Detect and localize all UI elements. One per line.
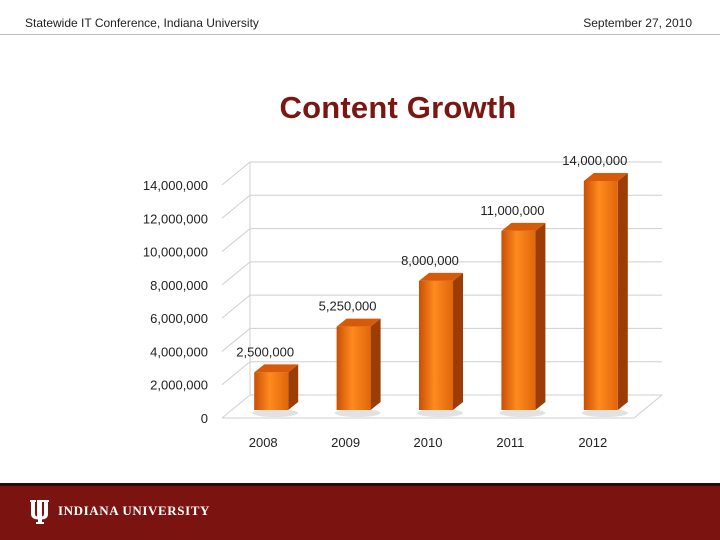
bars — [252, 173, 628, 417]
y-axis-ticks: 0 2,000,000 4,000,000 6,000,000 8,000,000 10,… — [143, 178, 208, 426]
data-label: 14,000,000 — [562, 153, 627, 168]
header-date: September 27, 2010 — [583, 16, 692, 30]
chart-title: Content Growth — [279, 90, 517, 125]
bar-shadow — [499, 409, 546, 417]
bar-2010 — [417, 272, 463, 417]
data-labels: 2,500,000 5,250,000 8,000,000 11,000,000 14,… — [236, 153, 627, 359]
bar-side — [535, 222, 546, 410]
y-tick-label: 6,000,000 — [150, 311, 208, 326]
header-conference: Statewide IT Conference, Indiana Univers… — [25, 16, 259, 30]
bar-front — [419, 280, 453, 410]
x-tick-label: 2011 — [496, 435, 524, 450]
x-tick-label: 2009 — [331, 435, 360, 450]
bar-side — [617, 173, 628, 410]
y-tick-label: 10,000,000 — [143, 245, 208, 260]
data-label: 2,500,000 — [236, 344, 294, 359]
x-tick-label: 2008 — [249, 435, 278, 450]
bar-2011 — [499, 222, 546, 417]
bar-front — [254, 372, 289, 410]
header-divider — [0, 34, 720, 35]
bar-top — [419, 272, 463, 281]
y-tick-label: 12,000,000 — [143, 211, 208, 226]
bar-top — [254, 364, 299, 373]
bar-2012 — [581, 173, 628, 417]
data-label: 11,000,000 — [480, 203, 544, 218]
bar-shadow — [252, 409, 299, 417]
bar-top — [583, 173, 628, 181]
bar-shadow — [417, 409, 463, 417]
bar-front — [501, 230, 536, 410]
x-tick-label: 2010 — [414, 435, 443, 450]
bar-2008 — [252, 364, 299, 417]
bar-side — [288, 364, 299, 410]
bar-top — [336, 318, 381, 327]
y-tick-label: 14,000,000 — [143, 178, 208, 193]
bar-shadow — [581, 409, 628, 417]
bar-2009 — [334, 318, 381, 417]
gridline — [221, 161, 662, 186]
data-label: 8,000,000 — [401, 253, 459, 268]
footer-brand: INDIANA UNIVERSITY — [58, 503, 211, 518]
y-tick-label: 0 — [201, 411, 208, 426]
footer-bar — [0, 486, 720, 540]
footer-divider — [0, 483, 720, 486]
content-growth-chart: 0 2,000,000 4,000,000 6,000,000 8,000,000 10,… — [143, 153, 663, 450]
data-label: 5,250,000 — [319, 299, 377, 314]
x-tick-label: 2012 — [578, 435, 607, 450]
bar-side — [370, 318, 381, 410]
floor-edge-right — [633, 394, 663, 419]
bar-front — [583, 181, 618, 410]
bar-shadow — [334, 409, 381, 417]
iu-trident-icon — [30, 500, 49, 524]
gridline — [221, 194, 662, 219]
y-tick-label: 8,000,000 — [150, 278, 208, 293]
y-tick-label: 2,000,000 — [150, 378, 208, 393]
bar-top — [501, 222, 546, 231]
bar-front — [336, 326, 371, 410]
y-tick-label: 4,000,000 — [150, 344, 208, 359]
bar-side — [453, 272, 463, 410]
x-axis-ticks: 2008 2009 2010 2011 2012 — [249, 435, 608, 450]
